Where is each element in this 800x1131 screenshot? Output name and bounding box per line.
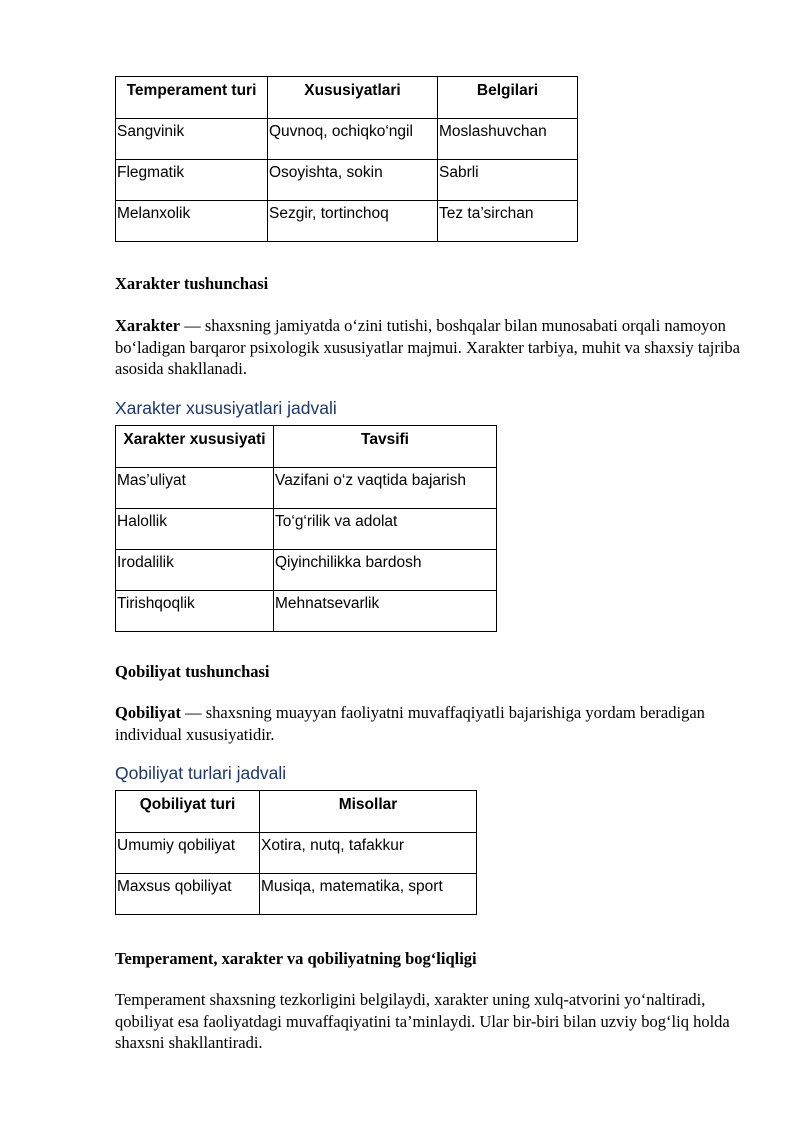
cell: Umumiy qobiliyat	[115, 832, 260, 874]
section-heading: Xarakter tushunchasi	[115, 274, 269, 293]
cell: Vazifani o‘z vaqtida bajarish	[273, 467, 497, 509]
cell: Tirishqoqlik	[115, 590, 274, 632]
paragraph: Qobiliyat — shaxsning muayyan faoliyatni…	[115, 702, 755, 745]
term: Xarakter	[115, 316, 181, 335]
table-row: Flegmatik Osoyishta, sokin Sabrli	[115, 159, 578, 201]
section-heading: Temperament, xarakter va qobiliyatning b…	[115, 949, 477, 968]
header-cell: Xarakter xususiyati	[115, 425, 274, 468]
header-cell: Belgilari	[437, 76, 578, 119]
cell: Xotira, nutq, tafakkur	[259, 832, 477, 874]
cell: Mehnatsevarlik	[273, 590, 497, 632]
table-row: Mas’uliyat Vazifani o‘z vaqtida bajarish	[115, 467, 497, 509]
cell: To‘g‘rilik va adolat	[273, 508, 497, 550]
cell: Sangvinik	[115, 118, 268, 160]
cell: Irodalilik	[115, 549, 274, 591]
temperament-table: Temperament turi Xususiyatlari Belgilari…	[115, 76, 578, 242]
definition: — shaxsning jamiyatda o‘zini tutishi, bo…	[115, 316, 741, 378]
character-table: Xarakter xususiyati Tavsifi Mas’uliyat Vaz…	[115, 425, 497, 632]
cell: Melanxolik	[115, 200, 268, 242]
table-row: Tirishqoqlik Mehnatsevarlik	[115, 590, 497, 632]
cell: Moslashuvchan	[437, 118, 578, 160]
cell: Quvnoq, ochiqko‘ngil	[267, 118, 438, 160]
table-row: Halollik To‘g‘rilik va adolat	[115, 508, 497, 550]
cell: Sezgir, tortinchoq	[267, 200, 438, 242]
section-heading: Qobiliyat tushunchasi	[115, 662, 270, 681]
table-row: Melanxolik Sezgir, tortinchoq Tez ta’sirch…	[115, 200, 578, 242]
cell: Qiyinchilikka bardosh	[273, 549, 497, 591]
header-cell: Misollar	[259, 790, 477, 833]
table-caption: Qobiliyat turlari jadvali	[115, 763, 287, 783]
cell: Flegmatik	[115, 159, 268, 201]
paragraph: Temperament shaxsning tezkorligini belgi…	[115, 990, 730, 1052]
table-row: Sangvinik Quvnoq, ochiqko‘ngil Moslashuvch…	[115, 118, 578, 160]
header-cell: Tavsifi	[273, 425, 497, 468]
cell: Maxsus qobiliyat	[115, 873, 260, 915]
cell: Musiqa, matematika, sport	[259, 873, 477, 915]
cell: Tez ta’sirchan	[437, 200, 578, 242]
definition: — shaxsning muayyan faoliyatni muvaffaqi…	[115, 703, 705, 744]
cell: Sabrli	[437, 159, 578, 201]
table-row: Umumiy qobiliyat Xotira, nutq, tafakkur	[115, 832, 477, 874]
cell: Halollik	[115, 508, 274, 550]
table-row: Irodalilik Qiyinchilikka bardosh	[115, 549, 497, 591]
table-header-row: Temperament turi Xususiyatlari Belgilari	[115, 76, 578, 119]
table-caption: Xarakter xususiyatlari jadvali	[115, 398, 337, 418]
paragraph: Xarakter — shaxsning jamiyatda o‘zini tu…	[115, 315, 755, 380]
term: Qobiliyat	[115, 703, 182, 722]
header-cell: Xususiyatlari	[267, 76, 438, 119]
table-header-row: Xarakter xususiyati Tavsifi	[115, 425, 497, 468]
ability-table: Qobiliyat turi Misollar Umumiy qobiliyat X…	[115, 790, 477, 915]
cell: Osoyishta, sokin	[267, 159, 438, 201]
header-cell: Qobiliyat turi	[115, 790, 260, 833]
table-row: Maxsus qobiliyat Musiqa, matematika, spor…	[115, 873, 477, 915]
cell: Mas’uliyat	[115, 467, 274, 509]
header-cell: Temperament turi	[115, 76, 268, 119]
table-header-row: Qobiliyat turi Misollar	[115, 790, 477, 833]
